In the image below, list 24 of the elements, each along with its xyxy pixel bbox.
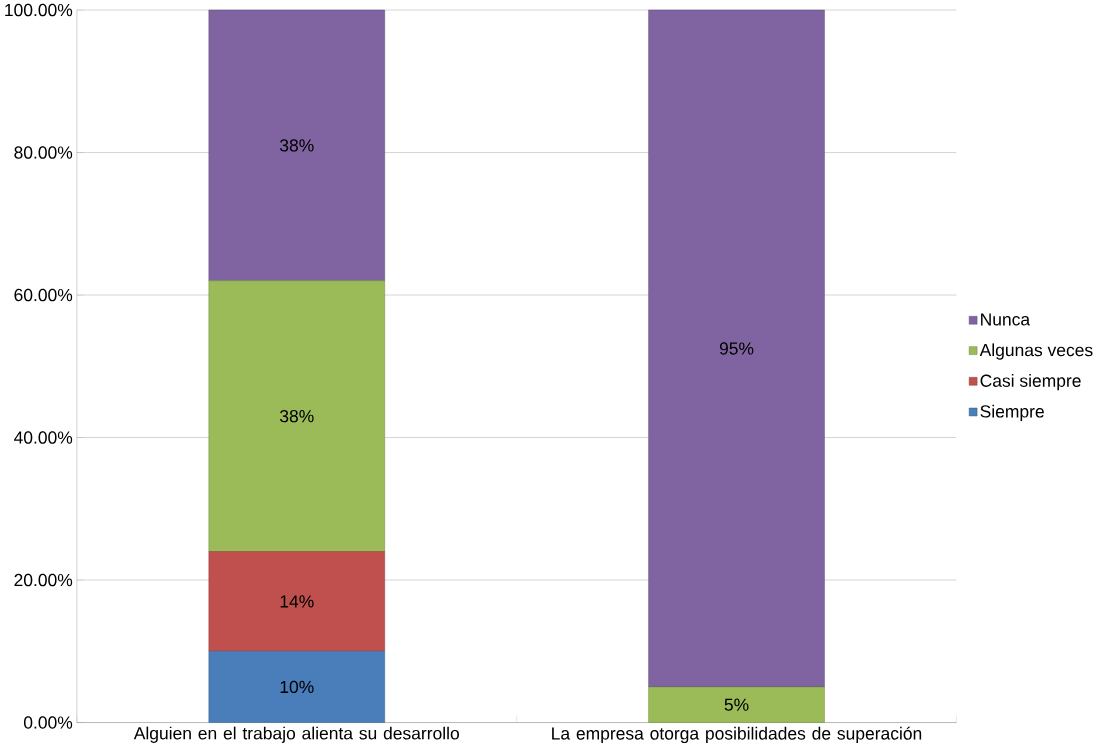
- bar: [648, 686, 825, 723]
- data-label: 95%: [719, 342, 754, 355]
- data-label: 14%: [280, 595, 314, 608]
- data-label: 5%: [724, 698, 749, 711]
- legend-label: Casi siempre: [980, 374, 1081, 391]
- x-tick-label: Alguien en el trabajo alienta su desarrollo: [133, 726, 459, 743]
- data-label: 38%: [279, 409, 314, 423]
- legend-label: Siempre: [980, 404, 1044, 422]
- bar: [208, 9, 385, 282]
- bar: [208, 651, 385, 723]
- y-tick-label: 80.00%: [14, 146, 73, 159]
- y-tick-label: 40.00%: [14, 431, 73, 444]
- legend-label: Algunas veces: [979, 343, 1093, 360]
- y-tick-label: 100.00%: [5, 3, 73, 17]
- bar: [208, 551, 385, 652]
- data-label: 38%: [279, 139, 314, 152]
- y-tick-label: 20.00%: [14, 573, 73, 587]
- legend-label: Nunca: [981, 313, 1031, 326]
- y-tick-label: 0.00%: [23, 716, 73, 729]
- y-tick-label: 60.00%: [14, 288, 73, 302]
- bar: [208, 280, 385, 552]
- bar: [648, 9, 825, 688]
- x-tick-label: La empresa otorga posibilidades de superación: [552, 726, 922, 744]
- data-label: 10%: [280, 680, 314, 694]
